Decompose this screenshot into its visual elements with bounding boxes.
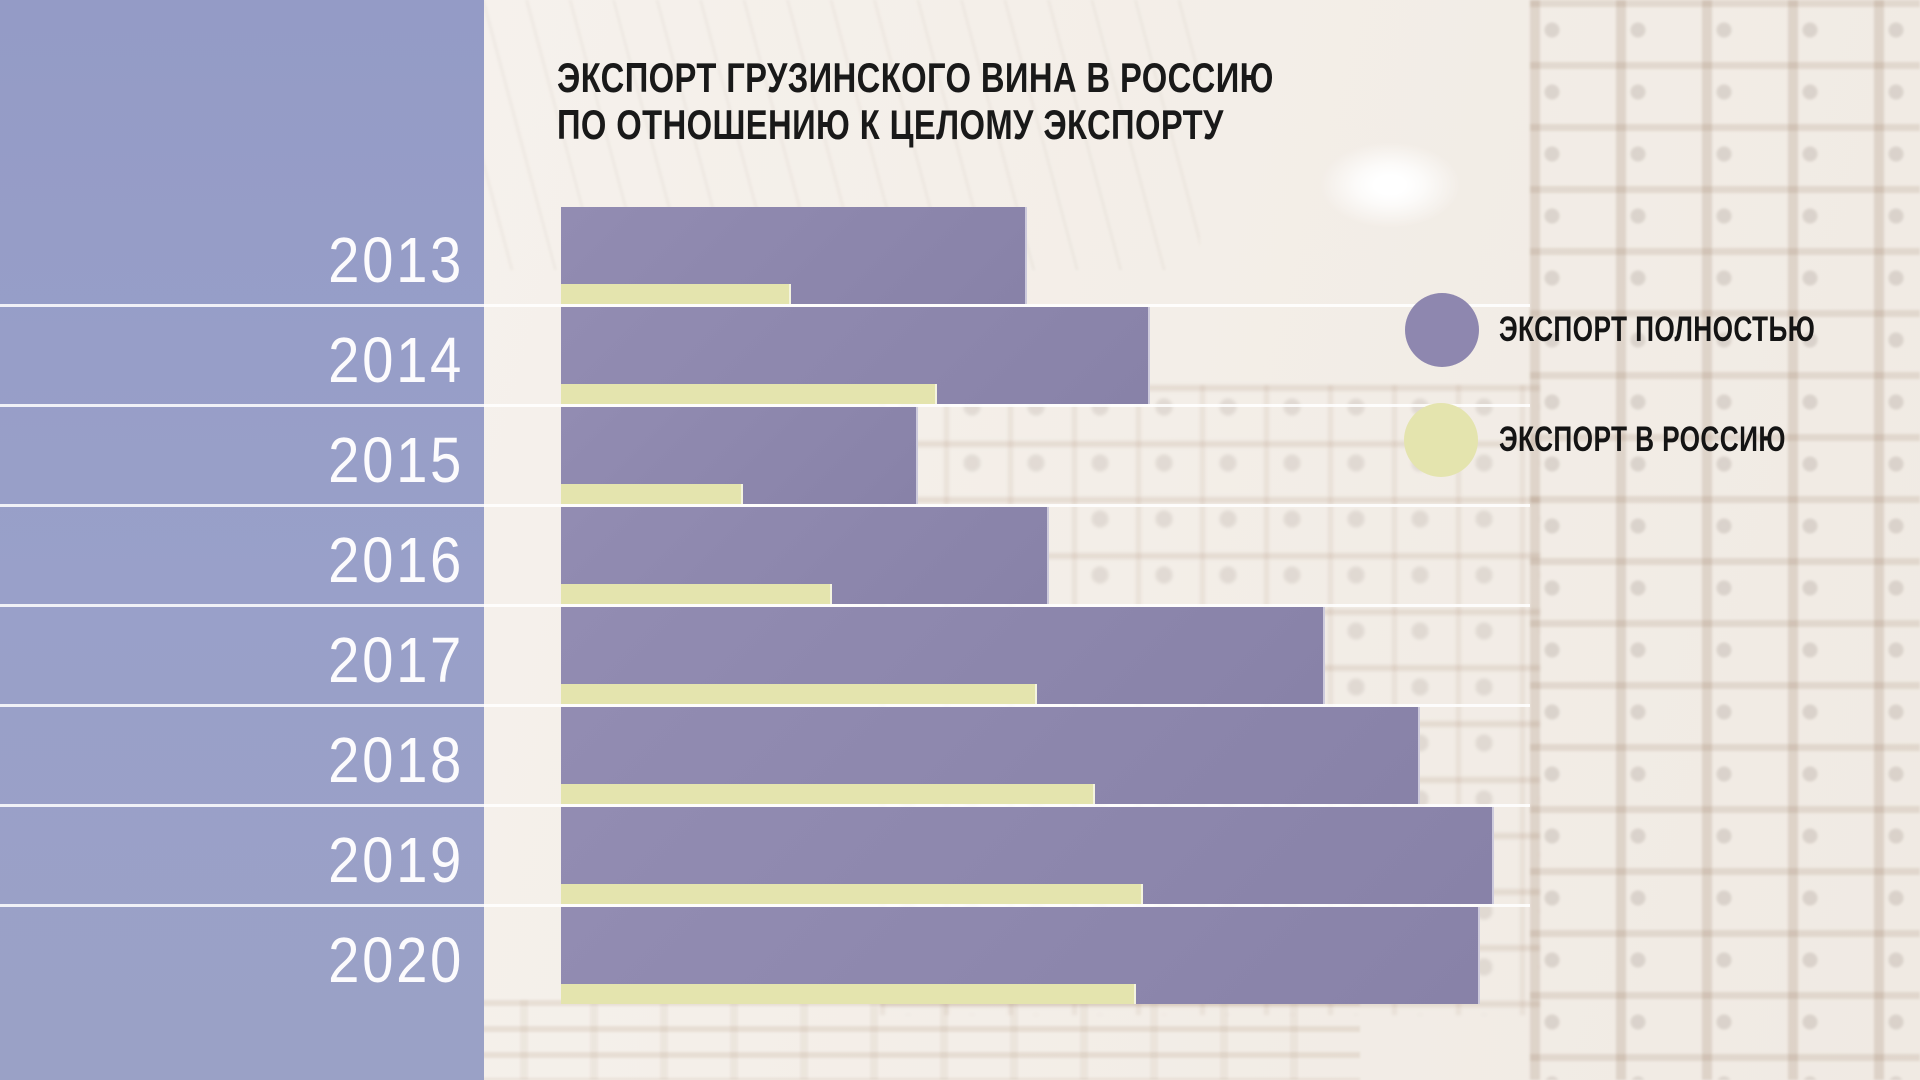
year-label-2014: 2014: [328, 323, 464, 396]
background-wine-shelf-right: [1530, 0, 1920, 1080]
bar-russia-export-2019: [561, 884, 1143, 904]
background-cellar-aisle: [380, 1000, 1360, 1080]
bar-russia-export-2014: [561, 384, 937, 404]
bar-russia-export-2015: [561, 484, 743, 504]
year-label-2015: 2015: [328, 423, 464, 496]
bar-russia-export-2016: [561, 584, 832, 604]
chart-title: ЭКСПОРТ ГРУЗИНСКОГО ВИНА В РОССИЮ ПО ОТН…: [557, 54, 1476, 148]
row-divider: [0, 904, 1530, 907]
year-label-2019: 2019: [328, 823, 464, 896]
bar-russia-export-2013: [561, 284, 791, 304]
year-label-2016: 2016: [328, 523, 464, 596]
year-label-2018: 2018: [328, 723, 464, 796]
row-divider: [0, 304, 1530, 307]
row-divider: [0, 604, 1530, 607]
chart-title-line2: ПО ОТНОШЕНИЮ К ЦЕЛОМУ ЭКСПОРТУ: [557, 101, 1224, 148]
year-band: [0, 0, 484, 1080]
row-divider: [0, 704, 1530, 707]
row-divider: [0, 404, 1530, 407]
year-label-2013: 2013: [328, 223, 464, 296]
row-divider: [0, 804, 1530, 807]
background-lamp-glow: [1300, 130, 1480, 240]
chart-title-line1: ЭКСПОРТ ГРУЗИНСКОГО ВИНА В РОССИЮ: [557, 54, 1274, 101]
bar-russia-export-2018: [561, 784, 1095, 804]
year-label-2017: 2017: [328, 623, 464, 696]
bar-russia-export-2017: [561, 684, 1037, 704]
bar-russia-export-2020: [561, 984, 1136, 1004]
year-label-2020: 2020: [328, 923, 464, 996]
row-divider: [0, 504, 1530, 507]
